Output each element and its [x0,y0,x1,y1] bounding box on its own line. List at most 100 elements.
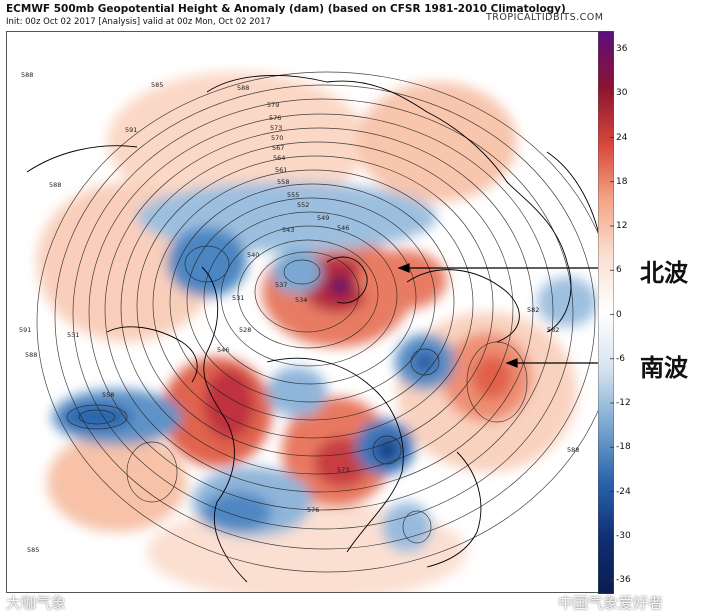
watermark-right: 中国气象爱好者 [558,594,664,612]
height-contour [203,211,417,385]
south-wave-label: 南波 [640,354,688,382]
anomaly-shading [37,72,597,592]
contour-label: 531 [67,331,79,339]
contour-label: 543 [282,226,294,234]
height-contour [169,183,455,421]
colorbar-tick-label: -24 [616,486,631,497]
height-contour [254,251,360,333]
negative-anomaly-core [375,438,399,462]
contour-label: 588 [237,84,249,92]
contour-label: 534 [295,296,307,304]
contour-label: 573 [270,124,282,132]
positive-anomaly-region [357,82,517,202]
contour-label: 579 [267,101,279,109]
contour-label: 546 [337,224,349,232]
colorbar-tick-label: 24 [616,132,628,143]
negative-anomaly-core [413,350,437,374]
positive-anomaly-core [204,369,254,439]
source-credit: TROPICALTIDBITS.COM [486,12,604,23]
height-contour [36,71,607,573]
height-contour [104,127,534,493]
contour-label: 549 [317,214,329,222]
colorbar-tick-label: 12 [616,221,628,231]
contour-label: 591 [125,126,137,134]
coastlines [26,74,603,583]
height-contour [152,169,474,439]
height-contour [136,155,494,457]
contour-labels: 588 585 588 591 588 582 579 576 573 570 567 564 561 5… [19,71,579,554]
positive-anomaly-max [328,276,352,296]
height-contour [72,98,574,530]
contour-label: 576 [307,506,319,514]
coastline [26,145,138,173]
height-contour [78,409,116,425]
contour-label: 582 [547,326,559,334]
height-contour [54,84,596,550]
height-contour [186,197,436,403]
height-contours [36,71,607,573]
height-contour [410,348,440,376]
anomaly-map-graphic: 588 585 588 591 588 582 579 576 573 570 567 564 561 5… [19,71,607,592]
contour-label: 591 [19,326,31,334]
contour-label: 546 [217,346,229,354]
contour-label: 570 [271,134,283,142]
colorbar-tick-label: -36 [616,575,631,585]
coastline [106,326,198,383]
contour-label: 555 [287,191,299,199]
coastline [426,451,482,568]
watermark-left: 大咖气象 [6,594,67,612]
negative-anomaly-region [537,277,597,327]
negative-anomaly-region [382,502,432,552]
coastline [201,266,248,583]
contour-label: 588 [21,71,33,79]
height-contour [88,113,554,511]
height-contour [126,441,178,503]
contour-label: 540 [247,251,259,259]
contour-label: 528 [239,326,251,334]
height-contour [220,225,398,367]
coastline [266,357,404,553]
coastline [546,151,603,253]
colorbar-tick-label: -6 [616,353,625,364]
contour-label: 588 [25,351,37,359]
contour-label: 558 [277,178,289,186]
contour-label: 552 [297,201,309,209]
colorbar-tick-labels: 36 30 24 18 12 6 0 -6 -12 -18 -24 -30 -36 [612,31,652,594]
contour-label: 588 [49,181,61,189]
height-contour [120,141,514,475]
height-contour [402,510,432,544]
anomaly-colorbar [598,31,614,594]
negative-anomaly-core [62,403,132,431]
map-title: ECMWF 500mb Geopotential Height & Anomal… [6,3,566,15]
coastline [326,256,368,304]
positive-anomaly-core [472,355,512,399]
contour-label: 558 [102,391,114,399]
annotation-arrows [397,263,605,368]
negative-anomaly-core [202,492,272,532]
negative-anomaly-region [267,367,327,417]
colorbar-tick-label: -30 [616,530,631,541]
height-contour [372,435,402,465]
height-contour [237,239,379,349]
colorbar-tick-label: 0 [616,309,622,320]
contour-label: 564 [273,154,285,162]
colorbar-tick-label: 6 [616,265,622,276]
map-subtitle: Init: 00z Oct 02 2017 [Analysis] valid a… [6,17,271,27]
contour-label: 537 [275,281,287,289]
coastline [406,269,520,343]
contour-label: 585 [27,546,39,554]
north-wave-arrowhead [397,263,410,273]
contour-label: 573 [337,466,349,474]
colorbar-tick-label: 30 [616,88,628,99]
colorbar-tick-label: 18 [616,176,628,187]
contour-label: 561 [275,166,287,174]
contour-label: 582 [527,306,539,314]
coastline [206,74,572,333]
colorbar-tick-label: -12 [616,398,631,408]
height-contour [184,245,230,283]
height-contour [283,259,321,285]
contour-label: 585 [151,81,163,89]
colorbar-fill [598,31,614,594]
contour-label: 588 [567,446,579,454]
south-wave-arrowhead [505,358,518,368]
